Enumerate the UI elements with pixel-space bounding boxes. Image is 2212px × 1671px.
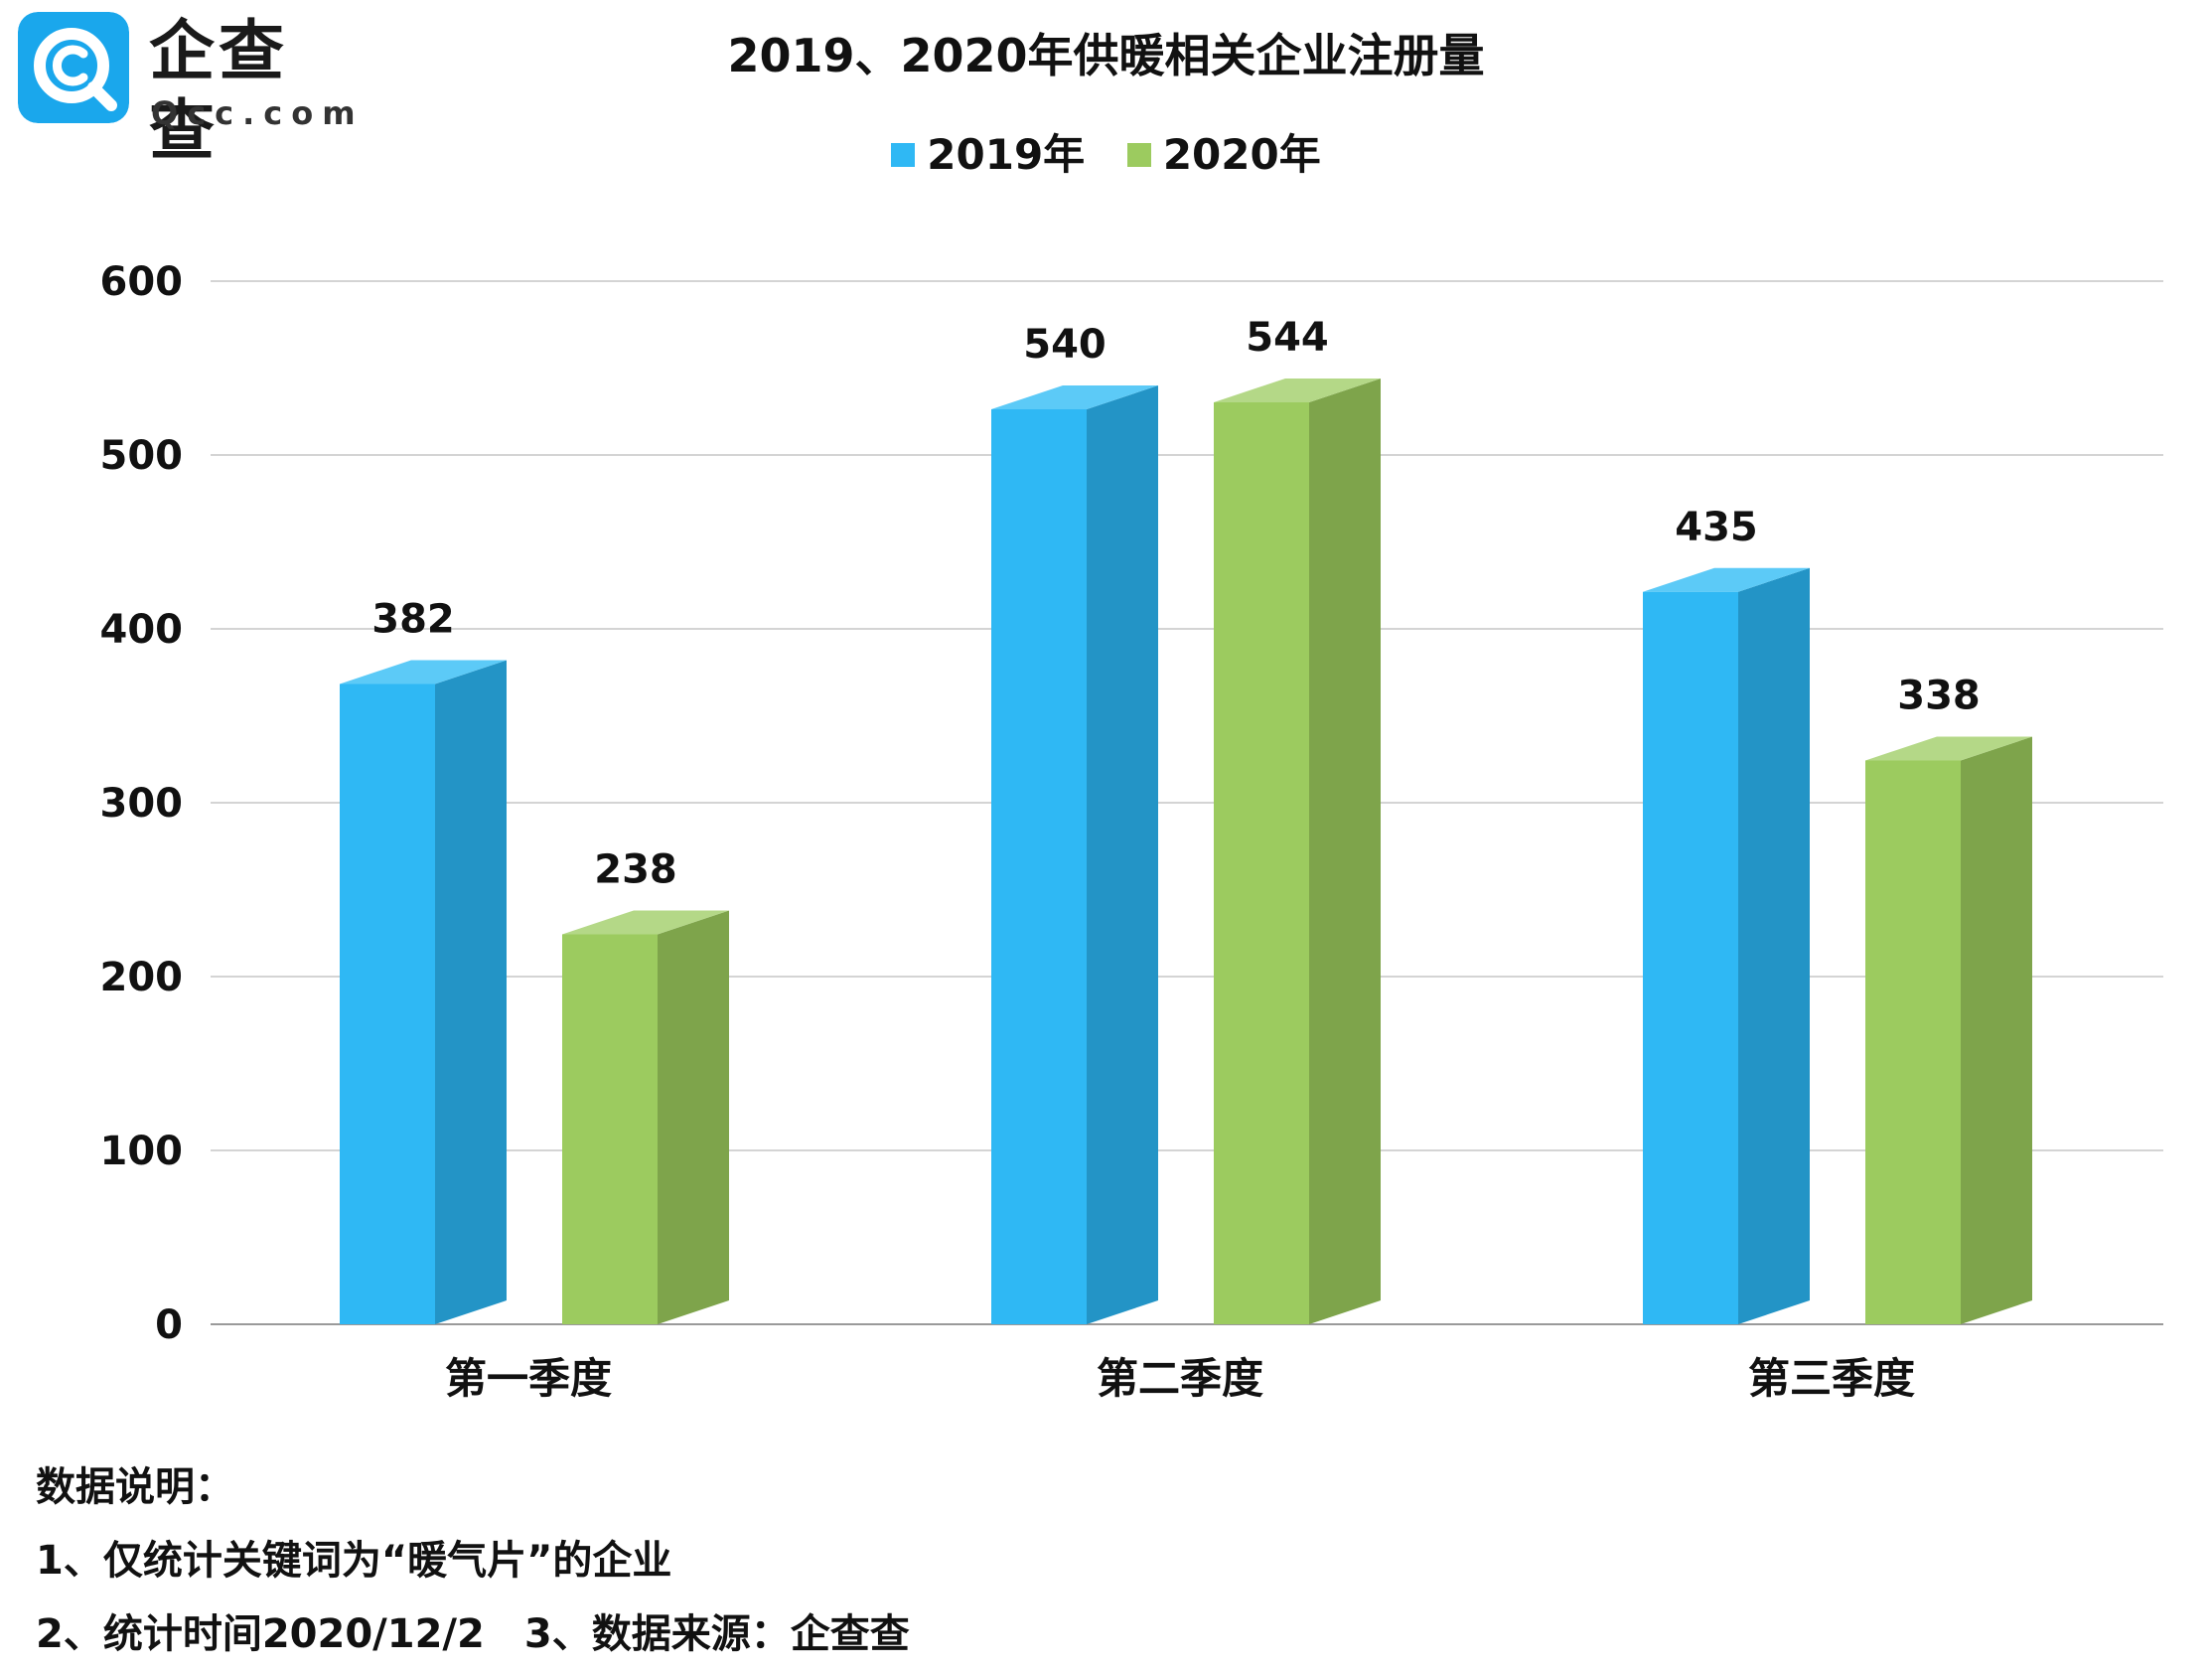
y-tick-label: 500 — [100, 433, 184, 479]
chart-title: 2019、2020年供暖相关企业注册量 — [727, 29, 1485, 82]
legend: 2019年 2020年 — [0, 125, 2212, 183]
y-tick-label: 600 — [100, 259, 184, 305]
x-tick-label: 第三季度 — [1748, 1354, 1915, 1403]
bar-front — [1643, 591, 1738, 1324]
notes-line-2: 2、统计时间2020/12/2 3、数据来源：企查查 — [36, 1611, 910, 1657]
bar-side — [1961, 736, 2032, 1324]
legend-label-2020: 2020年 — [1162, 130, 1321, 179]
data-label: 540 — [1023, 322, 1106, 368]
data-label: 238 — [594, 847, 677, 893]
y-tick-label: 200 — [100, 955, 184, 1000]
notes-heading: 数据说明： — [36, 1464, 234, 1510]
x-tick-label: 第一季度 — [445, 1354, 612, 1403]
bar-top — [1643, 567, 1810, 592]
legend-swatch-2020 — [1126, 143, 1151, 167]
legend-item-2020: 2020年 — [1126, 127, 1321, 183]
data-label: 544 — [1246, 315, 1329, 361]
y-tick-label: 100 — [100, 1129, 184, 1174]
bar-front — [562, 934, 658, 1324]
bar-front — [340, 684, 435, 1324]
qcc-logo: 企查查 Qcc.com — [18, 12, 356, 169]
legend-item-2019: 2019年 — [891, 127, 1085, 183]
notes-line-1: 1、仅统计关键词为“暖气片”的企业 — [36, 1538, 672, 1584]
bar-top — [340, 660, 507, 684]
logo-domain: Qcc.com — [151, 94, 365, 132]
data-label: 338 — [1897, 674, 1981, 719]
qcc-logo-icon — [18, 12, 129, 123]
data-label: 382 — [371, 597, 455, 643]
data-notes: 数据说明： 1、仅统计关键词为“暖气片”的企业 2、统计时间2020/12/2 … — [36, 1450, 910, 1671]
bar-side — [658, 910, 729, 1324]
bar-front — [991, 409, 1087, 1324]
bar-front — [1865, 760, 1961, 1324]
y-tick-label: 0 — [155, 1302, 183, 1348]
bar-top — [1865, 736, 2032, 761]
bar-side — [435, 660, 507, 1324]
legend-swatch-2019 — [891, 143, 916, 167]
y-tick-label: 300 — [100, 781, 184, 827]
legend-label-2019: 2019年 — [927, 130, 1086, 179]
bar-side — [1738, 567, 1810, 1324]
bar-top — [562, 910, 729, 935]
bar-chart: 0 100 200 300 400 500 600 382 238 第一季度 540 544 第二季度 4… — [100, 259, 2163, 1403]
data-label: 435 — [1675, 505, 1758, 550]
bar-side — [1087, 385, 1158, 1324]
bar-front — [1214, 402, 1309, 1324]
y-tick-label: 400 — [100, 607, 184, 653]
x-tick-label: 第二季度 — [1097, 1354, 1263, 1403]
bar-side — [1309, 379, 1381, 1324]
logo-name: 企查查 — [149, 13, 288, 169]
bar-top — [991, 385, 1158, 409]
bar-top — [1214, 379, 1381, 402]
